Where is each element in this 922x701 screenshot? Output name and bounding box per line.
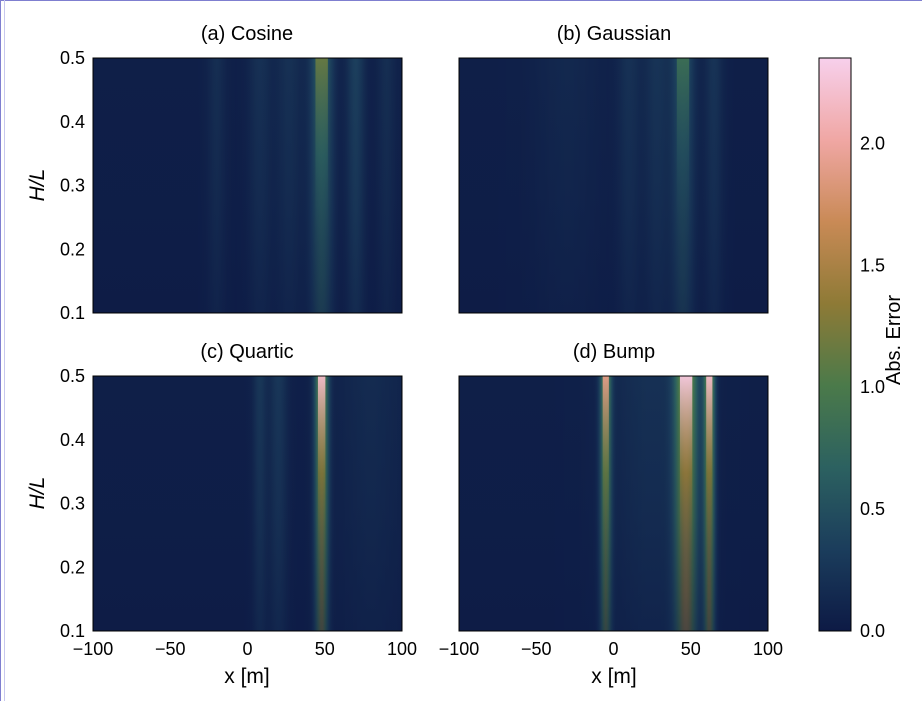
panel-border xyxy=(92,375,403,632)
frame-rule xyxy=(4,0,5,701)
colorbar-tick-label: 2.0 xyxy=(860,133,885,153)
panel-border xyxy=(92,57,403,314)
x-tick-label: −100 xyxy=(73,639,114,659)
panel-title-a: (a) Cosine xyxy=(201,23,293,45)
x-tick-label: 0 xyxy=(242,639,252,659)
panel-title-b: (b) Gaussian xyxy=(557,23,672,45)
y-axis-label-top: H/L xyxy=(26,169,49,202)
y-tick-label: 0.4 xyxy=(60,112,85,132)
x-tick-label: −50 xyxy=(155,639,186,659)
y-tick-label: 0.5 xyxy=(60,366,85,386)
x-tick-label: −50 xyxy=(521,639,552,659)
ticks-layer: 0.1 0.2 0.3 0.4 0.5 0.1 0.2 0.3 0.4 0.5 −100 −50 0 50… xyxy=(60,48,783,659)
panel-title-c: (c) Quartic xyxy=(200,341,293,363)
y-tick-label: 0.3 xyxy=(60,494,85,514)
y-tick-label: 0.2 xyxy=(60,557,85,577)
y-axis-label-bottom: H/L xyxy=(26,477,49,510)
colorbar-tick-label: 1.0 xyxy=(860,377,885,397)
panel-b xyxy=(458,57,769,314)
x-tick-label: 100 xyxy=(387,639,417,659)
panel-a xyxy=(92,57,403,314)
panel-c xyxy=(92,375,403,632)
heatmap-fade-a xyxy=(93,58,402,313)
x-tick-label: 50 xyxy=(315,639,335,659)
panel-d xyxy=(458,375,769,632)
colorbar-gradient xyxy=(818,57,852,632)
panel-title-d: (d) Bump xyxy=(573,341,655,363)
y-tick-label: 0.4 xyxy=(60,430,85,450)
panel-border xyxy=(458,375,769,632)
feature-peak xyxy=(315,58,328,275)
feature-peak xyxy=(706,376,713,593)
panel-border xyxy=(458,57,769,314)
y-tick-label: 0.5 xyxy=(60,48,85,68)
feature-peak xyxy=(679,376,693,593)
heatmap-fade-c xyxy=(93,376,402,631)
x-tick-label: 100 xyxy=(753,639,783,659)
heatmap-fade-b xyxy=(459,58,768,313)
x-tick-label: −100 xyxy=(439,639,480,659)
y-tick-label: 0.1 xyxy=(60,303,85,323)
colorbar-tick-label: 0.5 xyxy=(860,499,885,519)
x-axis-label-left: x [m] xyxy=(224,665,270,688)
x-tick-label: 0 xyxy=(608,639,618,659)
y-tick-label: 0.3 xyxy=(60,176,85,196)
feature-peak xyxy=(602,376,609,593)
colorbar-tick-label: 1.5 xyxy=(860,255,885,275)
x-tick-label: 50 xyxy=(681,639,701,659)
panels-layer xyxy=(92,57,769,632)
colorbar: 0.0 0.5 1.0 1.5 2.0 xyxy=(818,57,885,641)
heatmap-fade-d xyxy=(459,376,768,631)
feature-peak xyxy=(317,376,326,593)
colorbar-label: Abs. Error xyxy=(883,295,905,385)
y-tick-label: 0.1 xyxy=(60,621,85,641)
feature-peak xyxy=(676,58,690,275)
x-axis-label-right: x [m] xyxy=(591,665,637,688)
y-tick-label: 0.2 xyxy=(60,239,85,259)
colorbar-tick-label: 0.0 xyxy=(860,621,885,641)
